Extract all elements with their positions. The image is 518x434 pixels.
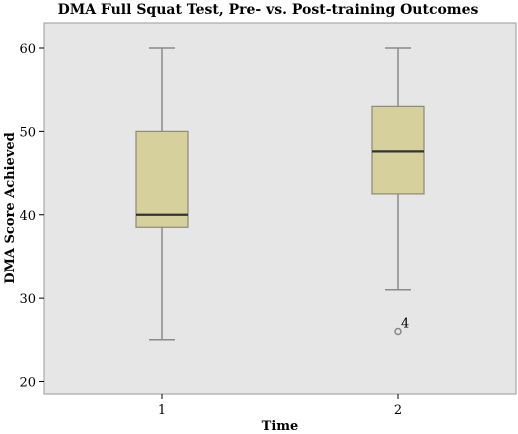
iqr-box <box>371 105 425 195</box>
y-axis: 20 30 40 50 60 <box>19 42 44 390</box>
y-tick-label: 40 <box>19 209 36 224</box>
outlier-label: 4 <box>401 316 409 331</box>
x-axis-label: Time <box>262 419 299 434</box>
boxes-group: 4 <box>135 47 425 341</box>
y-tick-label: 60 <box>19 42 36 57</box>
y-tick-label: 20 <box>19 375 36 390</box>
x-tick-label: 2 <box>394 403 402 418</box>
iqr-box <box>135 130 189 228</box>
y-axis-label: DMA Score Achieved <box>3 132 18 283</box>
plot-area <box>43 22 517 395</box>
outlier-point <box>394 327 402 336</box>
chart-title: DMA Full Squat Test, Pre- vs. Post-train… <box>58 2 479 18</box>
y-tick-label: 30 <box>19 292 36 307</box>
y-tick-label: 50 <box>19 125 36 140</box>
x-tick-label: 1 <box>158 403 166 418</box>
